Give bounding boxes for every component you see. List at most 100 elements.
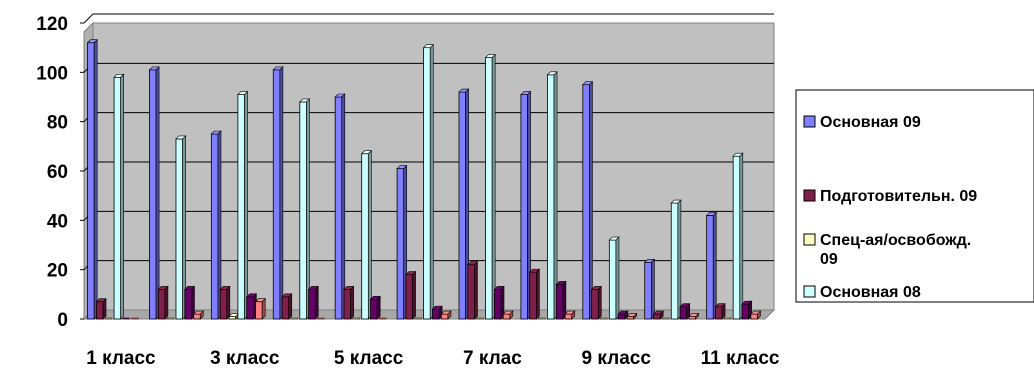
- bar-side: [651, 258, 655, 320]
- bar: [485, 57, 493, 320]
- bar-side: [597, 285, 602, 320]
- bar: [440, 313, 449, 320]
- bar-side: [739, 152, 744, 320]
- bar: [617, 313, 626, 320]
- y-tick-label: 120: [36, 14, 68, 35]
- legend-box: [795, 89, 1034, 303]
- bar: [555, 284, 564, 320]
- bar: [520, 94, 528, 320]
- bar: [493, 288, 502, 320]
- bar: [210, 133, 219, 320]
- bar: [131, 317, 139, 320]
- bar-side: [553, 71, 558, 320]
- bar-side: [447, 310, 452, 320]
- bar: [564, 313, 573, 320]
- bar: [670, 202, 679, 320]
- bar-side: [226, 285, 231, 320]
- bar: [608, 239, 617, 320]
- bar-side: [695, 312, 699, 320]
- bar: [396, 168, 405, 320]
- legend-swatch: [803, 285, 816, 298]
- bar: [308, 288, 316, 320]
- bar-side: [509, 310, 514, 320]
- bar: [423, 47, 431, 320]
- bar: [653, 313, 661, 320]
- bar-side: [677, 199, 682, 320]
- bar-side: [314, 285, 319, 320]
- legend-swatch: [803, 233, 816, 246]
- bar: [184, 288, 192, 320]
- bar-side: [155, 66, 160, 320]
- bar: [166, 317, 175, 320]
- y-tick-label: 100: [36, 63, 68, 84]
- bar-side: [589, 80, 593, 320]
- bar: [379, 317, 387, 320]
- bar-side: [93, 39, 98, 320]
- bar: [432, 308, 440, 320]
- bar: [741, 303, 750, 320]
- bar: [529, 271, 537, 320]
- bar: [157, 288, 166, 320]
- bar: [87, 42, 95, 320]
- bar: [706, 214, 714, 320]
- bar: [113, 76, 122, 320]
- bar: [352, 317, 360, 320]
- bar: [414, 317, 422, 320]
- legend-label: Основная 09: [820, 114, 921, 131]
- legend-swatch: [803, 115, 816, 128]
- y-tick-label: 60: [47, 162, 68, 183]
- bar: [644, 261, 652, 320]
- x-category-label: 5 класс: [334, 348, 404, 369]
- bar: [715, 306, 723, 320]
- bar-side: [164, 285, 169, 320]
- bar-side: [712, 211, 717, 320]
- gridline-side: [83, 13, 94, 24]
- legend-label: Основная 08: [820, 284, 921, 301]
- bar-side: [721, 302, 726, 320]
- bar: [343, 288, 352, 320]
- bar: [149, 69, 157, 320]
- legend-label: Спец-ая/освобожд.: [820, 232, 971, 249]
- bar-side: [279, 66, 284, 320]
- bar: [582, 84, 590, 320]
- bar: [104, 317, 113, 320]
- x-category-label: 3 класс: [210, 348, 280, 369]
- bar: [370, 298, 378, 320]
- bar-side: [350, 285, 354, 320]
- bar: [662, 317, 670, 320]
- bar: [219, 288, 228, 320]
- y-tick-label: 40: [47, 211, 68, 232]
- bar-side: [757, 310, 761, 320]
- legend: Основная 09 Подготовительн. 09 Спец-ая/осв…: [795, 89, 1034, 303]
- bar: [547, 74, 555, 320]
- bar: [600, 317, 608, 320]
- bar-side: [102, 298, 107, 320]
- x-category-label: 11 класс: [701, 348, 780, 369]
- x-category-label: 1 класс: [86, 348, 156, 369]
- bar: [193, 313, 201, 320]
- bar: [405, 274, 413, 320]
- bar: [626, 316, 635, 320]
- bar-side: [120, 73, 125, 320]
- bar: [237, 94, 245, 320]
- bar-side: [288, 293, 293, 320]
- bar-side: [474, 261, 478, 320]
- bar: [502, 313, 511, 320]
- bar: [688, 316, 696, 320]
- bar-side: [615, 236, 620, 320]
- bar: [724, 317, 732, 320]
- bar-side: [261, 298, 266, 320]
- x-axis: 1 класс 3 класс 5 класс 7 клас 9 класс 11 кла…: [86, 348, 780, 369]
- bar: [175, 138, 184, 320]
- bar-side: [306, 98, 310, 320]
- bar: [750, 313, 758, 320]
- bar-side: [376, 295, 381, 320]
- bar: [95, 301, 104, 320]
- x-category-label: 9 класс: [582, 348, 652, 369]
- bar-side: [429, 43, 434, 320]
- bar-side: [633, 312, 637, 320]
- y-axis: 0 20 40 60 80 100 120: [36, 14, 84, 331]
- bar: [299, 101, 307, 320]
- bar: [732, 155, 741, 320]
- bar: [467, 264, 475, 320]
